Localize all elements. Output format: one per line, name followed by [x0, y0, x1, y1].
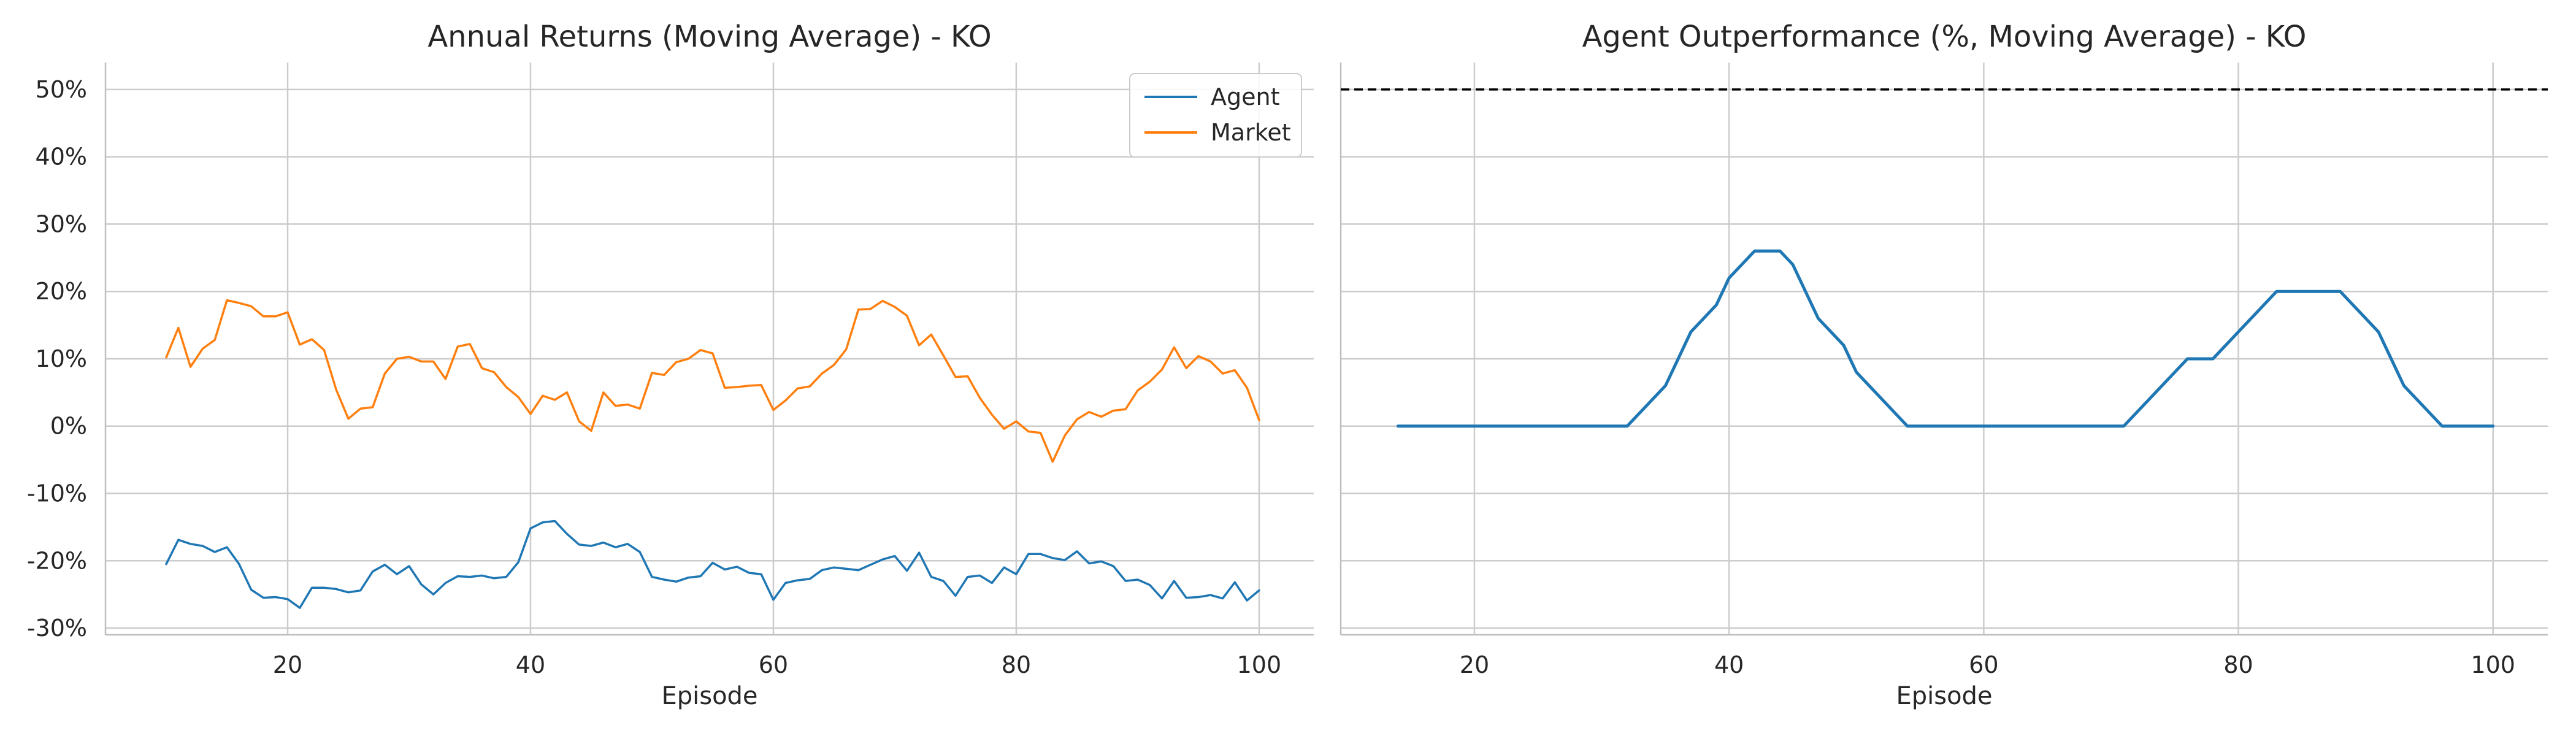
- x-tick-label: 20: [273, 651, 302, 678]
- outperformance-chart-title: Agent Outperformance (%, Moving Average)…: [1582, 20, 2307, 54]
- x-tick-label: 80: [1002, 651, 1031, 678]
- x-tick-label: 80: [2223, 651, 2253, 678]
- returns-chart-grid: [104, 63, 1314, 636]
- x-tick-label: 60: [759, 651, 788, 678]
- x-tick-label: 40: [1714, 651, 1744, 678]
- outperformance-chart-panel: Agent Outperformance (%, Moving Average)…: [1340, 20, 2548, 710]
- series-line-market: [165, 299, 1260, 463]
- outperformance-chart-series: [1341, 88, 2548, 428]
- returns-chart-series: [165, 299, 1260, 609]
- y-tick-label: 20%: [36, 278, 87, 305]
- legend-box: [1129, 73, 1302, 158]
- legend-agent-label: Agent: [1211, 83, 1279, 110]
- y-tick-label: 10%: [36, 345, 87, 372]
- outperformance-chart-grid: [1340, 63, 2548, 636]
- legend-market-label: Market: [1211, 119, 1291, 146]
- returns-chart-ticks: -30% -20% -10% 0% 10% 20% 30% 40% 50% 20 40 60 80 100: [27, 76, 1281, 678]
- x-tick-label: 100: [1237, 651, 1282, 678]
- y-tick-label: 50%: [36, 76, 87, 103]
- outperformance-line: [1396, 249, 2495, 428]
- outperformance-chart-ticks: 20 40 60 80 100: [1460, 651, 2515, 678]
- returns-chart-panel: Annual Returns (Moving Average) - KO -30…: [27, 20, 1314, 710]
- outperformance-chart-xlabel: Episode: [1896, 682, 1992, 710]
- y-tick-label: 40%: [36, 144, 87, 171]
- y-tick-label: -20%: [27, 547, 87, 574]
- x-tick-label: 40: [516, 651, 545, 678]
- x-tick-label: 60: [1969, 651, 1998, 678]
- y-tick-label: -10%: [27, 480, 87, 507]
- x-tick-label: 20: [1460, 651, 1489, 678]
- returns-chart-title: Annual Returns (Moving Average) - KO: [427, 20, 991, 54]
- y-tick-label: 0%: [50, 413, 87, 440]
- series-line-agent: [165, 519, 1260, 609]
- y-tick-label: -30%: [27, 615, 87, 642]
- x-tick-label: 100: [2471, 651, 2515, 678]
- returns-chart-xlabel: Episode: [661, 682, 757, 710]
- chart-legend: Agent Market: [1129, 73, 1302, 158]
- y-tick-label: 30%: [36, 210, 87, 237]
